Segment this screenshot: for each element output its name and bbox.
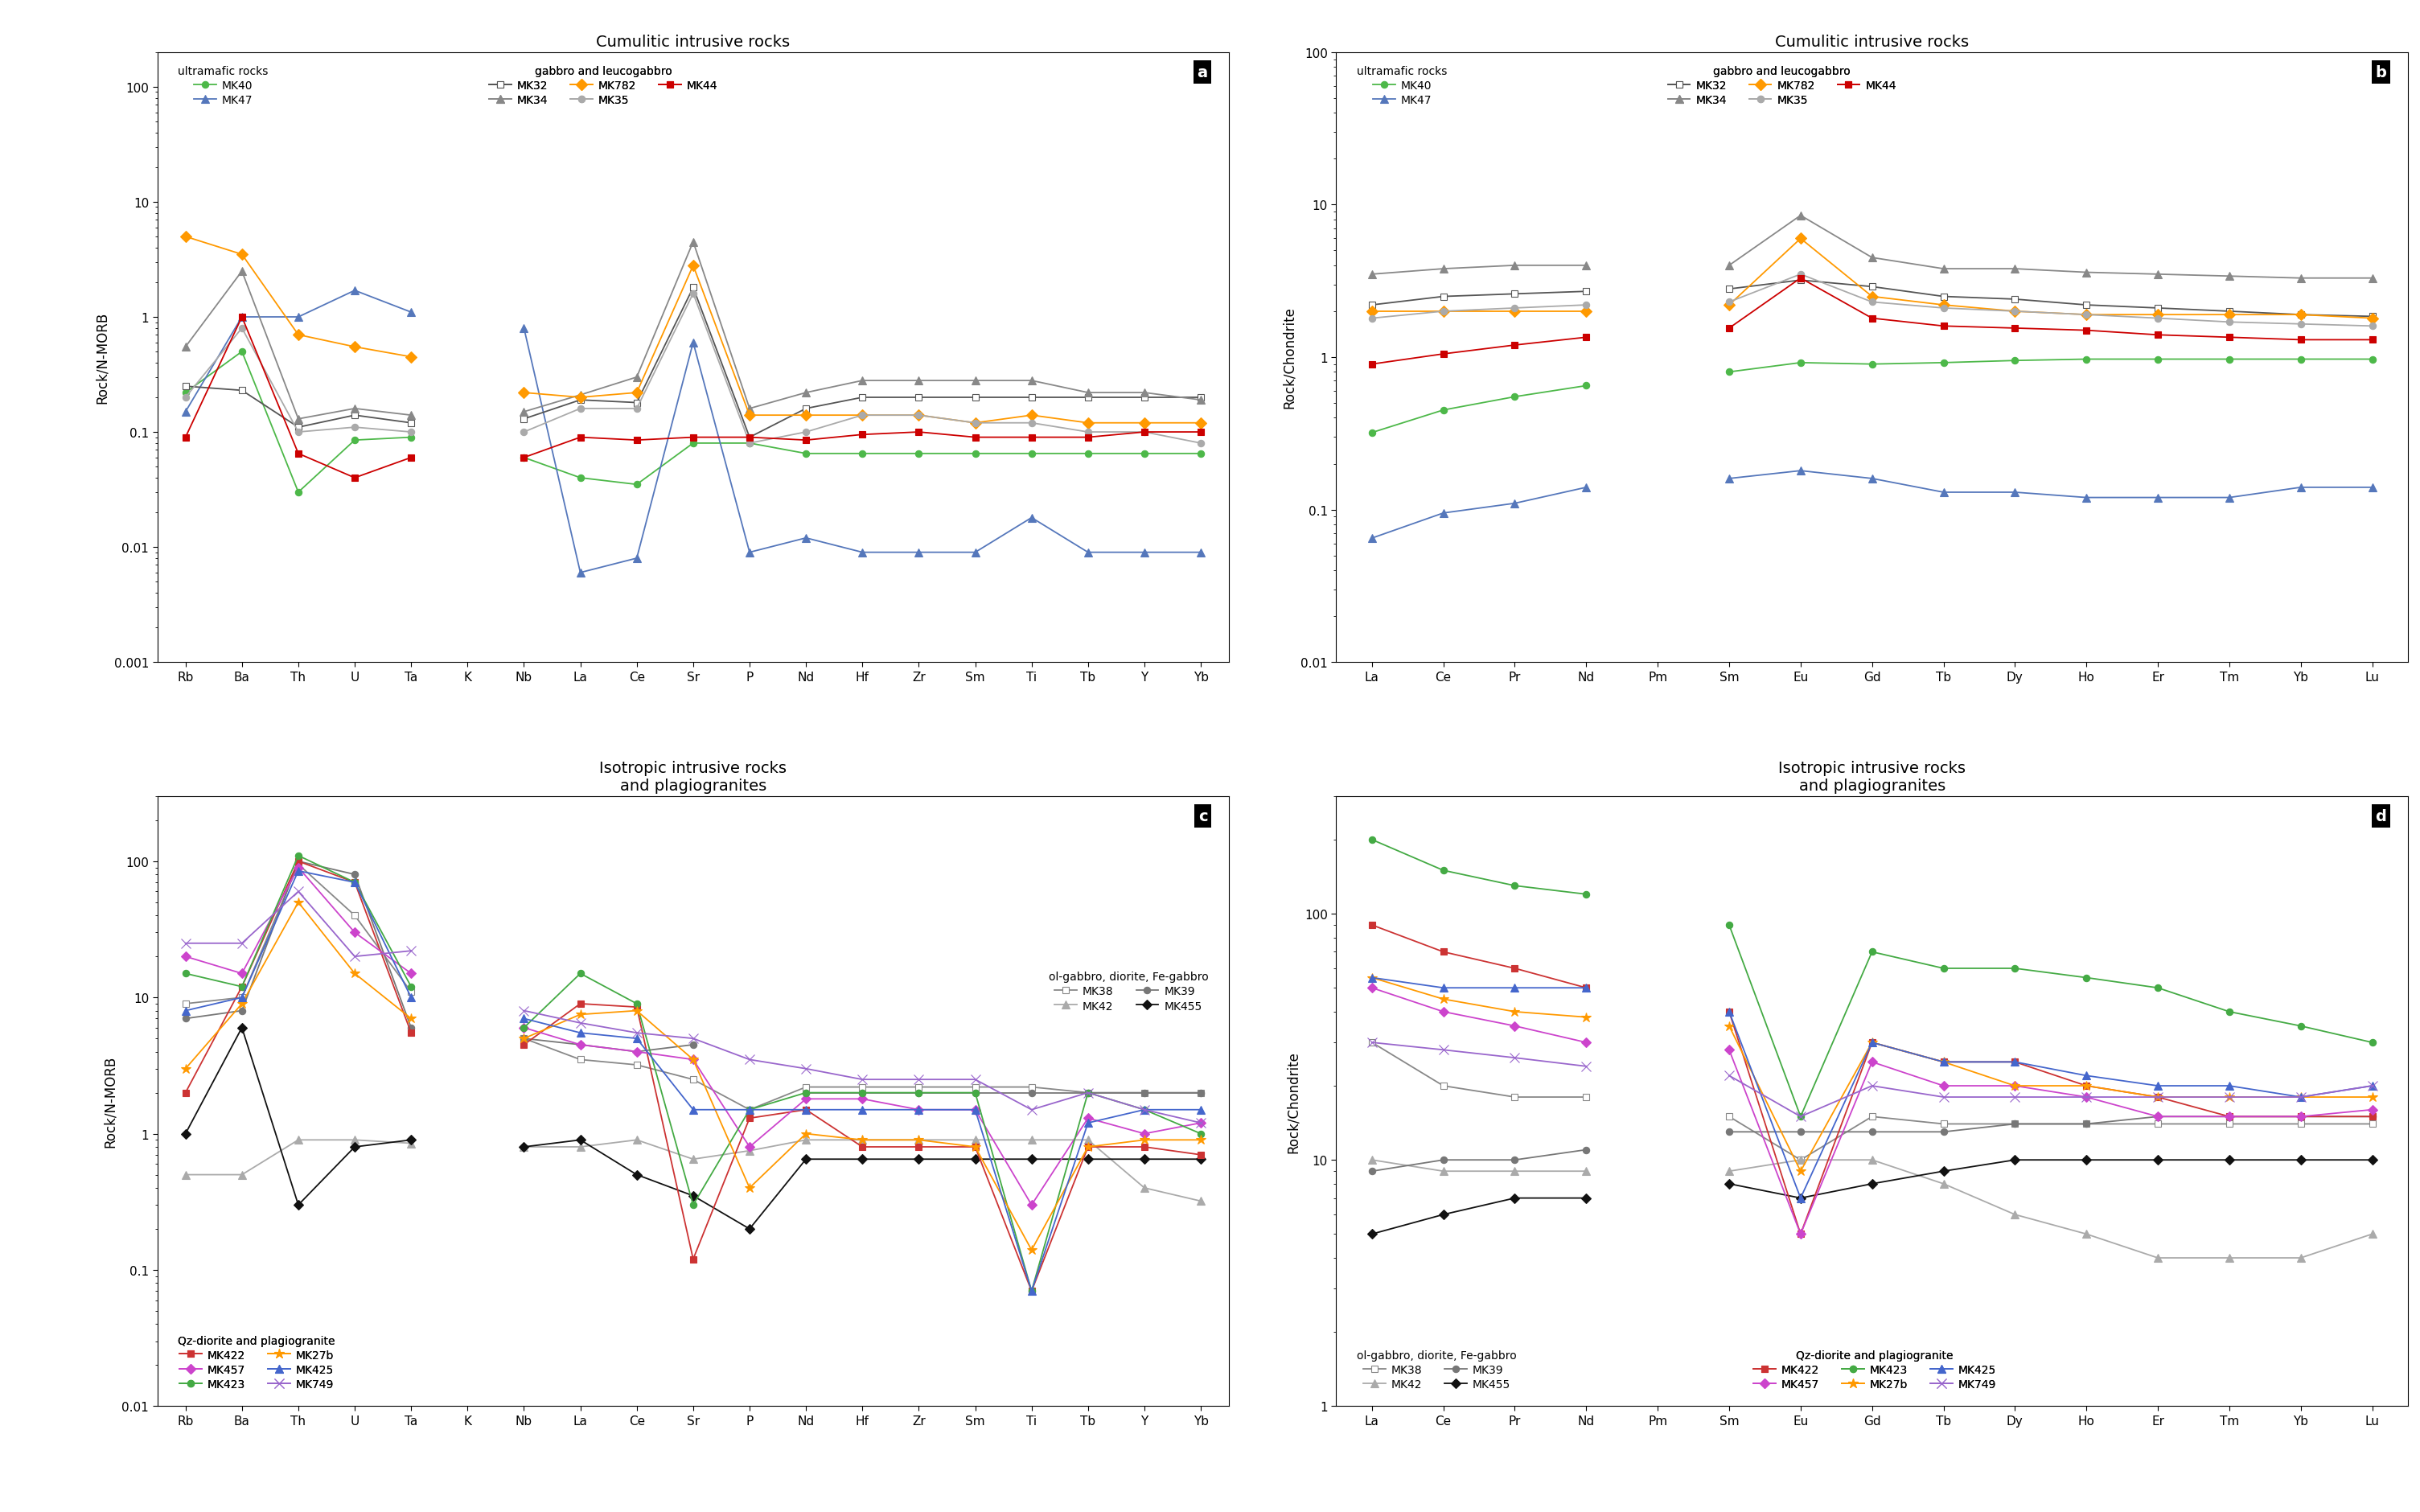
Legend: MK422, MK457, MK423, MK27b, MK425, MK749: MK422, MK457, MK423, MK27b, MK425, MK749 xyxy=(1750,1346,2001,1394)
Text: c: c xyxy=(1198,809,1208,824)
Legend: MK32, MK34, MK782, MK35, MK44: MK32, MK34, MK782, MK35, MK44 xyxy=(1663,62,1900,110)
Legend: MK422, MK457, MK423, MK27b, MK425, MK749: MK422, MK457, MK423, MK27b, MK425, MK749 xyxy=(174,1331,339,1394)
Y-axis label: Rock/N-MORB: Rock/N-MORB xyxy=(102,1055,116,1148)
Text: d: d xyxy=(2376,809,2386,824)
Y-axis label: Rock/Chondrite: Rock/Chondrite xyxy=(1285,1051,1300,1152)
Y-axis label: Rock/N-MORB: Rock/N-MORB xyxy=(94,311,109,404)
Title: Cumulitic intrusive rocks: Cumulitic intrusive rocks xyxy=(1776,35,1970,50)
Text: a: a xyxy=(1198,65,1208,80)
Title: Cumulitic intrusive rocks: Cumulitic intrusive rocks xyxy=(595,35,789,50)
Title: Isotropic intrusive rocks
and plagiogranites: Isotropic intrusive rocks and plagiogran… xyxy=(1779,761,1965,794)
Y-axis label: Rock/Chondrite: Rock/Chondrite xyxy=(1283,307,1297,408)
Title: Isotropic intrusive rocks
and plagiogranites: Isotropic intrusive rocks and plagiogran… xyxy=(600,761,786,794)
Text: b: b xyxy=(2376,65,2386,80)
Legend: MK32, MK34, MK782, MK35, MK44: MK32, MK34, MK782, MK35, MK44 xyxy=(484,62,721,110)
